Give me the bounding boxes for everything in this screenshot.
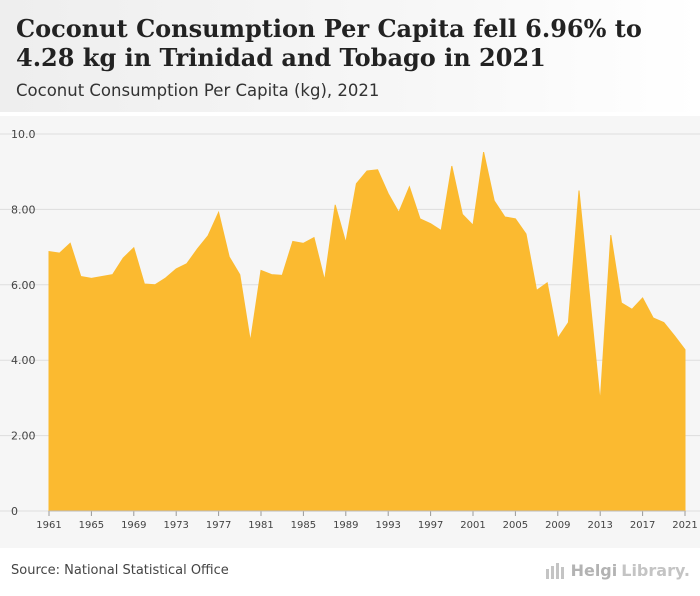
x-tick-label: 1965 <box>79 520 104 531</box>
data-series <box>48 151 686 512</box>
series-area <box>48 151 686 512</box>
x-tick-label: 1989 <box>333 520 358 531</box>
x-tick-label: 2009 <box>545 520 570 531</box>
chart-subtitle: Coconut Consumption Per Capita (kg), 202… <box>16 81 380 100</box>
x-tick-label: 1973 <box>163 520 188 531</box>
building-icon <box>545 562 564 579</box>
x-tick-label: 2021 <box>672 520 697 531</box>
source-note: Source: National Statistical Office <box>11 563 229 578</box>
x-tick-label: 1969 <box>121 520 146 531</box>
y-tick-label: 4.00 <box>11 354 36 367</box>
chart-title: Coconut Consumption Per Capita fell 6.96… <box>16 14 642 72</box>
x-tick-label: 1977 <box>206 520 231 531</box>
x-tick-label: 2005 <box>503 520 528 531</box>
x-tick-label: 2017 <box>630 520 655 531</box>
x-tick-label: 2013 <box>587 520 612 531</box>
x-tick-label: 1997 <box>418 520 443 531</box>
logo-text-helgi: Helgi <box>570 561 618 580</box>
y-tick-label: 2.00 <box>11 430 36 443</box>
y-tick-label: 0 <box>11 505 18 518</box>
x-tick-label: 1993 <box>375 520 400 531</box>
logo-text-library: Library. <box>621 561 690 580</box>
x-tick-label: 1961 <box>36 520 61 531</box>
x-tick-label: 2001 <box>460 520 485 531</box>
x-axis-ticks: 1961 1965 1969 1973 1977 1981 1985 1989 1993 1997… <box>36 510 698 531</box>
helgi-library-logo[interactable]: Helgi Library. <box>545 561 690 580</box>
y-tick-label: 8.00 <box>11 203 36 216</box>
y-tick-label: 10.0 <box>11 128 36 141</box>
y-tick-label: 6.00 <box>11 279 36 292</box>
y-axis-ticks: 0 2.00 4.00 6.00 8.00 10.0 <box>11 128 36 518</box>
x-tick-label: 1981 <box>248 520 273 531</box>
x-tick-label: 1985 <box>291 520 316 531</box>
header-banner: Coconut Consumption Per Capita fell 6.96… <box>0 0 700 112</box>
